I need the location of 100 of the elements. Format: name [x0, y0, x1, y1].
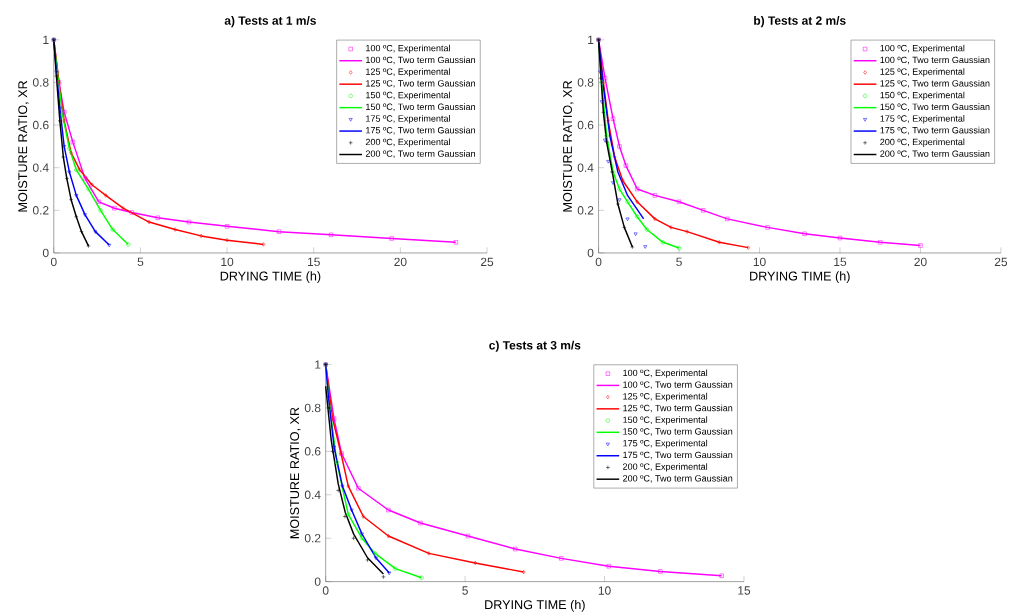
point [57, 118, 62, 123]
point [465, 533, 471, 539]
y-tick-label: 0.4 [32, 163, 49, 172]
point [644, 227, 649, 232]
point [643, 245, 648, 249]
point [186, 219, 192, 225]
legend-label: 200 ºC, Experimental [880, 138, 965, 147]
x-tick-label: 10 [598, 586, 611, 595]
y-tick-label: 0.2 [577, 206, 594, 215]
y-tick-label: 0.4 [577, 163, 594, 172]
point [61, 154, 66, 160]
point [389, 236, 394, 241]
point [606, 160, 611, 164]
point [652, 193, 658, 198]
point [381, 574, 386, 579]
legend-label: 150 ºC, Two term Gaussian [880, 103, 990, 112]
y-tick-label: 0.2 [304, 533, 321, 543]
legend-label: 125 ºC, Experimental [366, 68, 450, 77]
legend-label: 100 ºC, Two term Gaussian [366, 56, 476, 65]
point [67, 170, 72, 175]
point [199, 233, 203, 238]
x-tick-label: 0 [50, 257, 57, 267]
point [611, 181, 615, 185]
legend-label: 125 ºC, Experimental [880, 68, 965, 77]
point [559, 556, 564, 561]
x-axis-title: DRYING TIME (h) [485, 599, 585, 612]
x-tick-label: 15 [308, 257, 320, 266]
point [334, 460, 339, 465]
point [330, 449, 335, 454]
legend-label: 150 ºC, Two term Gaussian [366, 103, 476, 112]
legend-label: 100 ºC, Two term Gaussian [623, 381, 733, 389]
legend-label: 200 ºC, Experimental [365, 138, 450, 147]
point [351, 536, 356, 541]
point [386, 533, 391, 539]
x-tick-label: 10 [221, 257, 234, 267]
point [147, 219, 151, 225]
point [625, 217, 630, 221]
legend-label: 100 ºC, Experimental [623, 369, 708, 378]
point [62, 118, 66, 123]
point [74, 167, 79, 172]
point [78, 167, 82, 172]
point [606, 118, 610, 123]
point [155, 215, 160, 220]
point [635, 214, 640, 219]
point [112, 206, 117, 211]
legend-label: 100 ºC, Experimental [366, 44, 450, 54]
y-axis-title: MOISTURE RATIO, XR [18, 80, 29, 212]
y-tick-label: 0.8 [304, 403, 321, 413]
y-axis-title: MOISTURE RATIO, XR [290, 407, 301, 539]
point [623, 163, 629, 168]
point [633, 232, 638, 236]
y-tick-label: 1 [315, 360, 321, 369]
x-tick-label: 15 [834, 257, 847, 266]
y-axis-title: MOISTURE RATIO, XR [563, 80, 574, 212]
point [606, 564, 611, 569]
point [79, 229, 84, 234]
point [86, 186, 91, 192]
point [83, 213, 87, 217]
y-tick-label: 0.2 [32, 206, 49, 215]
point [601, 110, 606, 115]
legend-label: 150 ºC, Two term Gaussian [623, 427, 733, 436]
point [427, 551, 431, 556]
chart-title: c) Tests at 3 m/s [489, 340, 581, 352]
point [365, 557, 370, 562]
point [617, 144, 622, 149]
chart-title: a) Tests at 1 m/s [224, 15, 316, 28]
y-tick-label: 0.6 [577, 120, 594, 130]
point [635, 186, 640, 192]
point [225, 238, 229, 243]
x-tick-label: 5 [676, 257, 682, 266]
legend-label: 175 ºC, Two term Gaussian [623, 451, 733, 460]
legend-label: 200 ºC, Two term Gaussian [880, 150, 990, 158]
point [82, 176, 88, 181]
point [878, 240, 883, 245]
point [326, 395, 331, 400]
point [276, 229, 282, 234]
point [676, 199, 682, 204]
point [837, 235, 843, 241]
point [765, 225, 770, 230]
y-tick-label: 0.8 [32, 78, 49, 87]
x-tick-label: 5 [462, 586, 468, 595]
x-tick-label: 25 [994, 257, 1008, 267]
point [96, 199, 101, 204]
point [717, 240, 721, 245]
point [69, 150, 73, 155]
point [224, 224, 230, 229]
y-tick-label: 0.6 [32, 120, 49, 130]
point [336, 488, 341, 493]
legend-label: 150 ºC, Experimental [880, 91, 965, 100]
point [359, 536, 365, 541]
point [621, 178, 625, 183]
point [110, 227, 115, 232]
point [393, 566, 398, 571]
legend-label: 150 ºC, Experimental [366, 91, 450, 100]
point [346, 483, 350, 489]
point [67, 146, 72, 151]
point [332, 445, 336, 450]
legend-label: 125 ºC, Two term Gaussian [623, 404, 733, 413]
point [90, 182, 94, 187]
y-tick-label: 0.6 [304, 447, 321, 456]
